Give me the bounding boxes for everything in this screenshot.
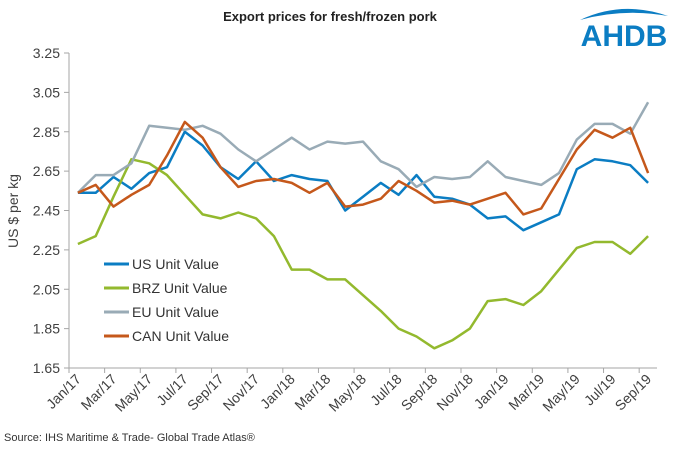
x-tick-label: Jan/17	[43, 371, 84, 412]
x-tick-label: Sep/19	[612, 371, 655, 414]
y-tick-label: 3.05	[33, 84, 60, 100]
x-tick-label: Jan/18	[257, 371, 298, 412]
legend-item: CAN Unit Value	[104, 328, 229, 344]
x-tick-label: May/18	[325, 371, 369, 415]
y-axis: 1.65 1.85 2.05 2.25 2.45 2.65 2.85 3.05 3.25	[33, 45, 70, 376]
y-tick-label: 2.85	[33, 124, 60, 140]
x-tick-label: May/17	[112, 371, 156, 415]
x-tick-label: Nov/18	[433, 371, 476, 414]
y-tick-label: 3.25	[33, 45, 60, 61]
y-tick-label: 2.45	[33, 203, 60, 219]
legend-item: EU Unit Value	[104, 304, 219, 320]
y-tick-label: 2.25	[33, 242, 60, 258]
y-tick-label: 2.65	[33, 163, 60, 179]
series-line-eu	[77, 101, 650, 194]
x-tick-label: Sep/17	[184, 371, 227, 414]
series-line-us	[77, 130, 649, 232]
y-tick-label: 1.85	[33, 321, 60, 337]
series-line-brz	[77, 158, 649, 350]
ahdb-logo: AHDB	[580, 8, 668, 52]
legend-item: BRZ Unit Value	[104, 280, 228, 296]
svg-text:AHDB: AHDB	[581, 20, 668, 52]
legend: US Unit Value BRZ Unit Value EU Unit Value…	[104, 256, 229, 344]
x-axis: Jan/17Mar/17May/17Jul/17Sep/17Nov/17Jan/…	[43, 367, 657, 415]
legend-label: US Unit Value	[132, 256, 219, 272]
legend-item: US Unit Value	[104, 256, 219, 272]
x-tick-label: May/19	[539, 371, 583, 415]
source-note: Source: IHS Maritime & Trade- Global Tra…	[4, 432, 255, 444]
series-line-can	[77, 120, 650, 216]
x-tick-label: Nov/17	[220, 371, 263, 414]
y-tick-label: 2.05	[33, 281, 60, 297]
x-tick-label: Jan/19	[471, 371, 512, 412]
x-tick-label: Sep/18	[398, 371, 441, 414]
y-tick-label: 1.65	[33, 360, 60, 376]
series-lines	[77, 101, 650, 350]
legend-label: CAN Unit Value	[132, 328, 229, 344]
legend-label: BRZ Unit Value	[132, 280, 228, 296]
legend-label: EU Unit Value	[132, 304, 219, 320]
chart-title: Export prices for fresh/frozen pork	[223, 9, 437, 24]
y-axis-label: US $ per kg	[5, 174, 21, 248]
